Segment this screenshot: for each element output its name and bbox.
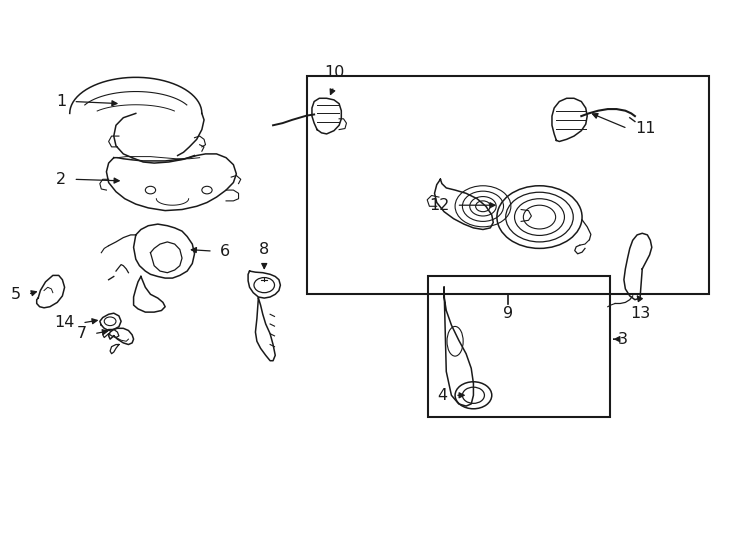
Text: 3: 3 (618, 332, 628, 347)
Text: 9: 9 (503, 306, 513, 321)
Text: 8: 8 (259, 242, 269, 257)
Text: 12: 12 (429, 198, 449, 213)
Text: 7: 7 (76, 326, 87, 341)
Text: 4: 4 (437, 388, 448, 403)
Text: 14: 14 (54, 315, 75, 330)
Text: 10: 10 (324, 65, 344, 80)
Text: 11: 11 (635, 121, 655, 136)
Text: 13: 13 (630, 306, 650, 321)
Text: 2: 2 (56, 172, 66, 187)
Bar (428, 276, 610, 417)
Text: 5: 5 (10, 287, 21, 302)
Text: 1: 1 (56, 94, 66, 109)
Bar (307, 76, 709, 294)
Text: 6: 6 (220, 244, 230, 259)
